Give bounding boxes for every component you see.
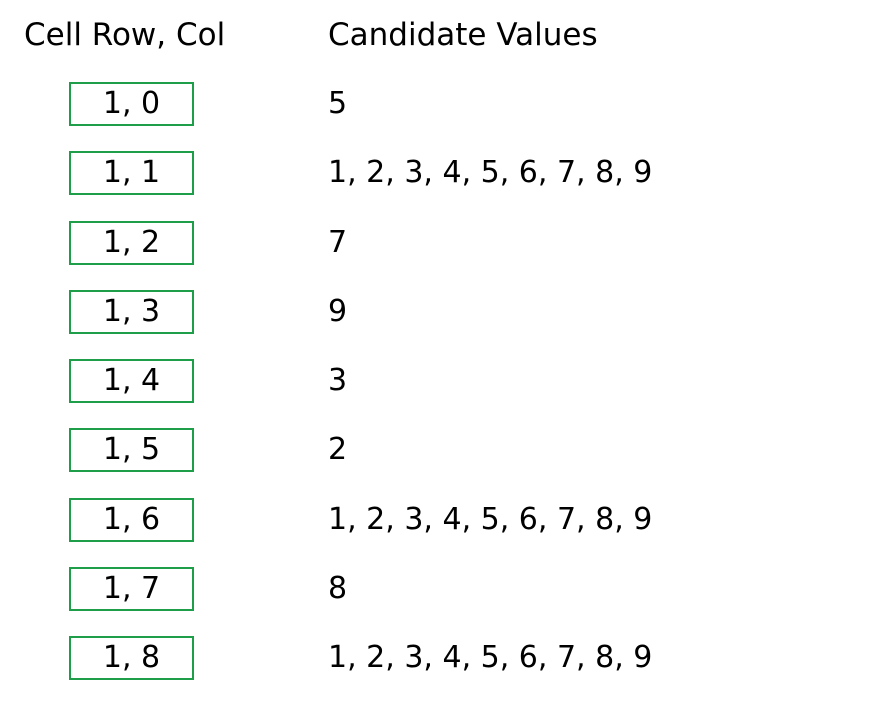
- table-row: 1, 8 1, 2, 3, 4, 5, 6, 7, 8, 9: [0, 636, 875, 705]
- candidate-values: 9: [328, 293, 348, 329]
- candidate-values: 2: [328, 432, 348, 468]
- table-row: 1, 0 5: [0, 82, 875, 151]
- cell-coordinate-box: 1, 4: [69, 359, 194, 403]
- cell-coordinate-box: 1, 1: [69, 151, 194, 196]
- cell-coordinate-box: 1, 0: [69, 82, 194, 126]
- cell-coordinate-box: 1, 6: [69, 497, 194, 542]
- cell-coordinate-box: 1, 3: [69, 289, 194, 334]
- cell-coordinate-box: 1, 8: [69, 636, 194, 680]
- cell-coordinate-box: 1, 7: [69, 566, 194, 611]
- table-row: 1, 7 8: [0, 566, 875, 636]
- cell-coordinate-box: 1, 2: [69, 220, 194, 265]
- candidate-values-header: Candidate Values: [328, 17, 598, 53]
- table-row: 1, 6 1, 2, 3, 4, 5, 6, 7, 8, 9: [0, 497, 875, 567]
- table-row: 1, 4 3: [0, 359, 875, 428]
- cell-column-header: Cell Row, Col: [24, 17, 226, 53]
- table-row: 1, 2 7: [0, 220, 875, 290]
- table-row: 1, 3 9: [0, 289, 875, 359]
- candidate-values: 1, 2, 3, 4, 5, 6, 7, 8, 9: [328, 640, 653, 675]
- table-row: 1, 5 2: [0, 428, 875, 497]
- candidate-values: 5: [328, 86, 348, 121]
- candidate-values: 3: [328, 363, 348, 398]
- candidate-list: 1, 0 5 1, 1 1, 2, 3, 4, 5, 6, 7, 8, 9 1,…: [0, 82, 875, 705]
- candidate-values: 1, 2, 3, 4, 5, 6, 7, 8, 9: [328, 501, 653, 537]
- table-row: 1, 1 1, 2, 3, 4, 5, 6, 7, 8, 9: [0, 151, 875, 220]
- candidate-values: 8: [328, 570, 348, 606]
- candidate-values: 1, 2, 3, 4, 5, 6, 7, 8, 9: [328, 155, 653, 191]
- cell-coordinate-box: 1, 5: [69, 428, 194, 473]
- candidate-values: 7: [328, 224, 348, 260]
